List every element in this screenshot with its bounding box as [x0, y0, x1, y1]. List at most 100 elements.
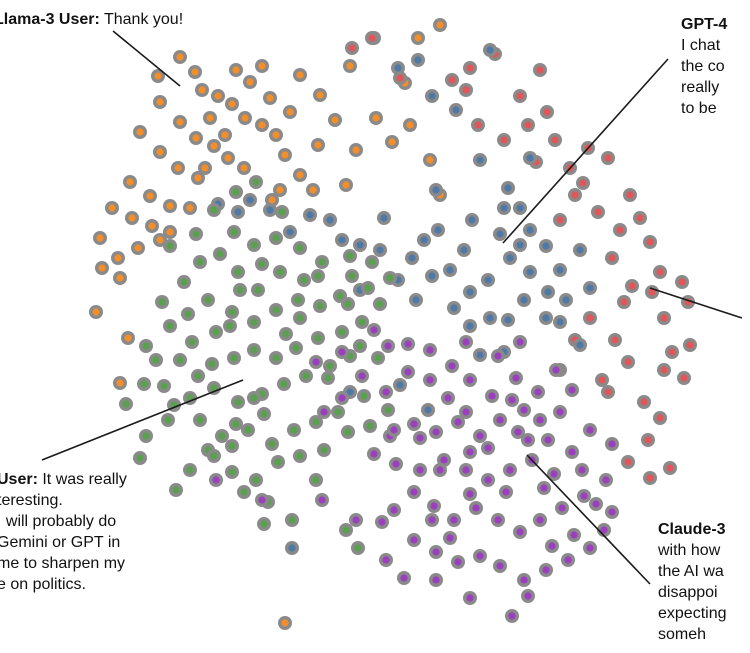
point-core [552, 366, 560, 374]
point-core [226, 322, 234, 330]
scatter-point [265, 437, 279, 451]
scatter-point [163, 199, 177, 213]
point-core [640, 398, 648, 406]
point-core [114, 254, 122, 262]
point-core [448, 362, 456, 370]
scatter-point [111, 251, 125, 265]
point-core [216, 250, 224, 258]
point-core [268, 440, 276, 448]
point-core [500, 204, 508, 212]
scatter-point [501, 313, 515, 327]
scatter-point [491, 513, 505, 527]
point-core [356, 241, 364, 249]
scatter-point [459, 335, 473, 349]
point-core [476, 351, 484, 359]
leader-line-right [649, 287, 743, 319]
point-core [281, 151, 289, 159]
leader-line-gemini [41, 379, 244, 461]
point-core [246, 78, 254, 86]
scatter-point [463, 319, 477, 333]
scatter-point [153, 145, 167, 159]
point-core [136, 128, 144, 136]
point-core [502, 488, 510, 496]
scatter-point [503, 463, 517, 477]
scatter-point [445, 359, 459, 373]
scatter-point [311, 269, 325, 283]
scatter-point [531, 385, 545, 399]
point-core [516, 528, 524, 536]
point-core [556, 266, 564, 274]
point-core [486, 46, 494, 54]
scatter-point [617, 295, 631, 309]
scatter-point [553, 405, 567, 419]
scatter-point [425, 269, 439, 283]
scatter-point [183, 463, 197, 477]
scatter-point [665, 345, 679, 359]
scatter-point [559, 293, 573, 307]
point-core [472, 504, 480, 512]
point-core [586, 544, 594, 552]
scatter-point [513, 525, 527, 539]
scatter-point [303, 208, 317, 222]
point-core [98, 264, 106, 272]
point-core [154, 72, 162, 80]
point-core [306, 211, 314, 219]
scatter-point [621, 355, 635, 369]
point-core [388, 138, 396, 146]
point-core [656, 268, 664, 276]
scatter-point [521, 118, 535, 132]
scatter-point [355, 369, 369, 383]
point-core [558, 504, 566, 512]
point-core [580, 492, 588, 500]
point-core [228, 442, 236, 450]
scatter-point [541, 285, 555, 299]
point-core [556, 216, 564, 224]
leader-line-claude [526, 454, 651, 585]
point-core [358, 372, 366, 380]
point-core [608, 254, 616, 262]
scatter-point [683, 338, 697, 352]
scatter-point [463, 445, 477, 459]
scatter-point [157, 379, 171, 393]
scatter-point [133, 451, 147, 465]
point-core [476, 432, 484, 440]
scatter-point [317, 443, 331, 457]
scatter-point [163, 319, 177, 333]
scatter-point [315, 493, 329, 507]
scatter-point [605, 437, 619, 451]
scatter-point [229, 185, 243, 199]
point-core [386, 274, 394, 282]
leader-lines [41, 30, 743, 585]
scatter-point [161, 413, 175, 427]
scatter-point [491, 349, 505, 363]
point-core [578, 466, 586, 474]
scatter-point [313, 88, 327, 102]
annotation-gpt: GPT-4 I chat the co really to be [681, 14, 727, 119]
scatter-point [223, 319, 237, 333]
point-core [230, 354, 238, 362]
point-core [166, 242, 174, 250]
point-core [356, 342, 364, 350]
point-core [230, 228, 238, 236]
point-core [536, 66, 544, 74]
point-core [290, 426, 298, 434]
scatter-point [309, 355, 323, 369]
point-core [246, 196, 254, 204]
scatter-point [209, 473, 223, 487]
point-core [462, 86, 470, 94]
point-core [208, 360, 216, 368]
point-core [108, 204, 116, 212]
point-core [184, 310, 192, 318]
scatter-point [351, 541, 365, 555]
point-core [454, 418, 462, 426]
scatter-point [597, 523, 611, 537]
point-core [416, 434, 424, 442]
scatter-point [311, 138, 325, 152]
scatter-point [233, 283, 247, 297]
scatter-point [341, 425, 355, 439]
point-core [296, 171, 304, 179]
point-core [116, 274, 124, 282]
scatter-point [605, 251, 619, 265]
scatter-point [381, 339, 395, 353]
scatter-point [523, 223, 537, 237]
